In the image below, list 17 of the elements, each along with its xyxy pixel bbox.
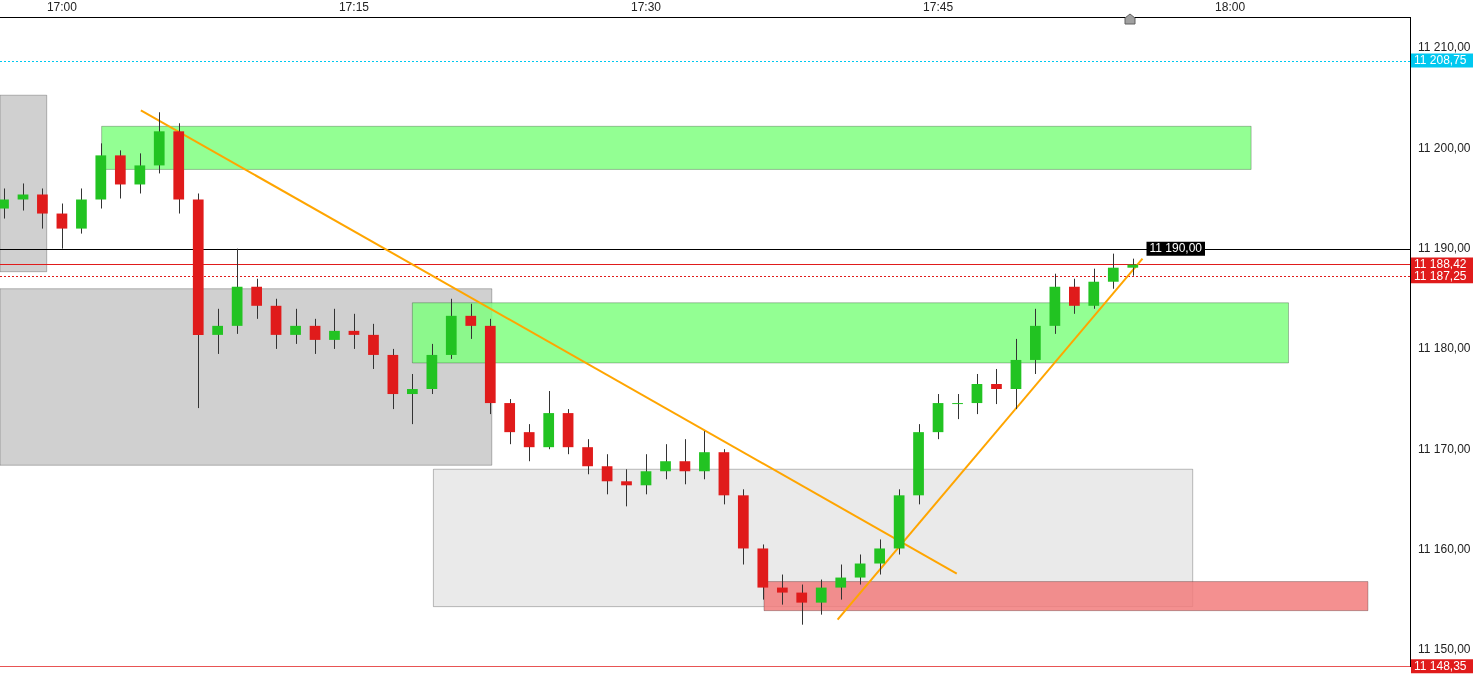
y-tick-label: 11 160,00: [1418, 541, 1471, 556]
ref-line-label: 11 187,25: [1414, 269, 1467, 284]
y-tick-label: 11 170,00: [1418, 441, 1471, 456]
x-tick-label: 17:30: [630, 0, 662, 15]
y-tick-label: 11 200,00: [1418, 140, 1471, 155]
ref-line-label: 11 188,42: [1414, 257, 1467, 272]
x-tick-label: 17:00: [46, 0, 78, 15]
y-tick-label: 11 150,00: [1418, 642, 1471, 657]
x-tick-label: 18:00: [1215, 0, 1246, 15]
x-tick-label: 17:45: [923, 0, 954, 15]
ref-line-label: 11 148,35: [1414, 659, 1467, 674]
ref-line-label: 11 208,75: [1414, 53, 1467, 68]
ref-line-label: 11 190,00: [1149, 241, 1203, 256]
y-tick-label: 11 190,00: [1418, 240, 1471, 255]
x-tick-label: 17:15: [338, 0, 370, 15]
y-tick-label: 11 210,00: [1418, 40, 1471, 55]
y-tick-label: 11 180,00: [1418, 341, 1471, 356]
